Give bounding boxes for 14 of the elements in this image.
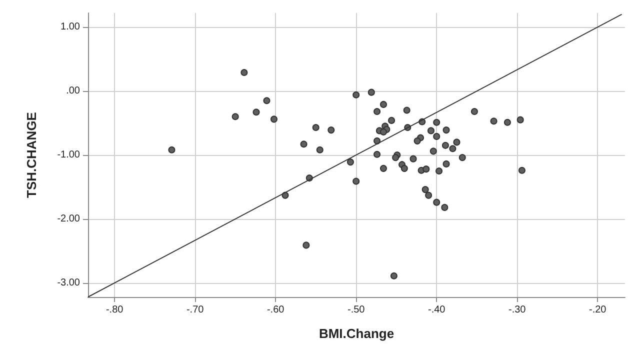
x-tick-label: -.60 [266, 304, 285, 316]
x-tick-label: -.20 [589, 304, 607, 316]
x-tick-label: -.70 [186, 304, 204, 316]
y-tick-label: -2.00 [57, 213, 80, 224]
y-tick-label: -1.00 [57, 150, 80, 160]
x-tick-label: -.30 [508, 304, 526, 316]
x-axis-title: BMI.Change [318, 326, 394, 341]
x-tick-label: -.80 [106, 304, 124, 316]
y-axis-title: TSH.CHANGE [24, 112, 39, 198]
x-tick-label: -.40 [428, 304, 446, 316]
y-tick-label: -3.00 [57, 277, 80, 288]
y-tick-label: .00 [66, 86, 80, 97]
y-tick-label: 1.00 [60, 22, 80, 33]
x-tick-label: -.50 [347, 304, 366, 316]
